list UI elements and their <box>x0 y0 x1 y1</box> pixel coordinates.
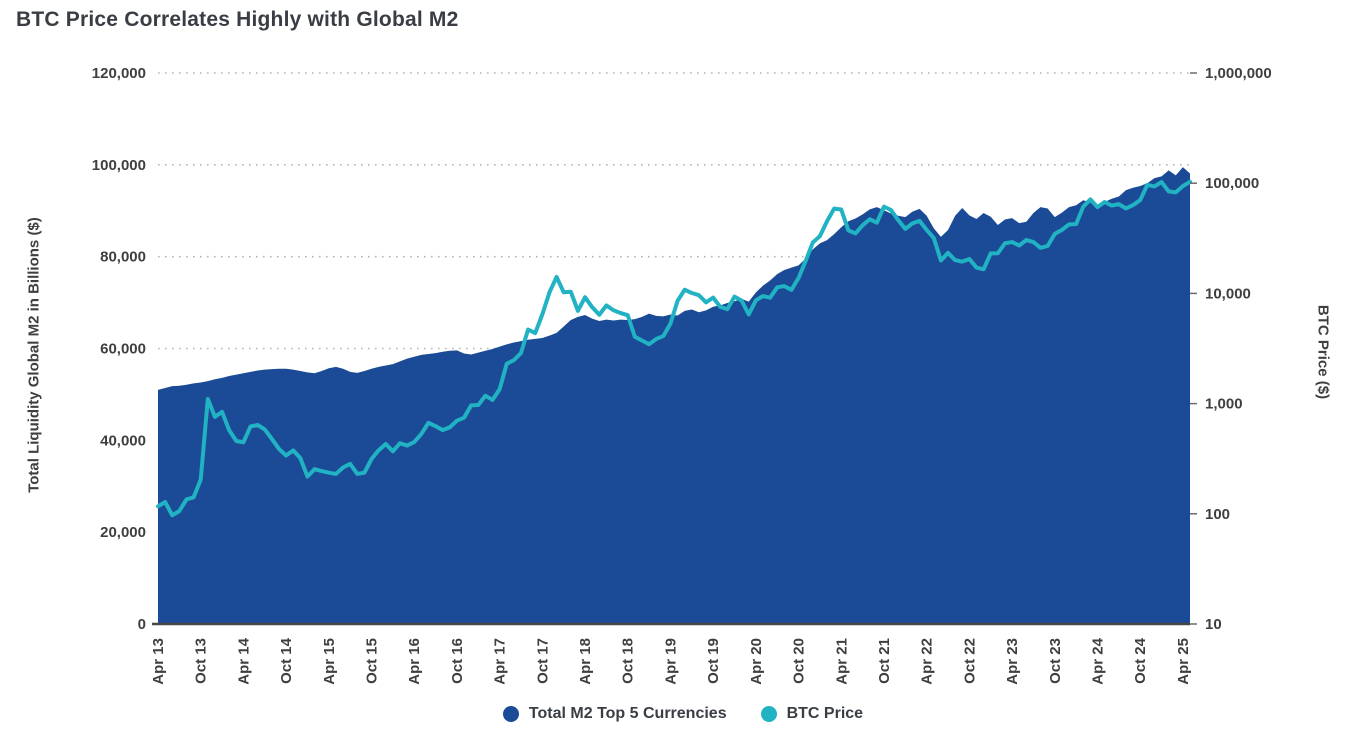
x-axis-tick-label: Oct 13 <box>193 638 210 684</box>
m2-series-swatch-icon <box>502 706 519 722</box>
x-axis-tick-label: Oct 21 <box>876 638 893 684</box>
x-axis-tick-label: Apr 17 <box>492 638 509 685</box>
chart-legend: Total M2 Top 5 Currencies BTC Price <box>0 705 1366 723</box>
x-axis-tick-label: Apr 25 <box>1175 638 1192 685</box>
right-axis-tick-label: 1,000 <box>1205 396 1243 413</box>
x-axis-tick-label: Apr 23 <box>1004 638 1021 685</box>
m2-area-series <box>158 167 1190 625</box>
x-axis-tick-label: Apr 14 <box>235 637 252 684</box>
left-axis-tick-label: 60,000 <box>100 341 146 358</box>
x-axis-tick-label: Oct 18 <box>620 638 637 684</box>
x-axis-tick-label: Apr 19 <box>662 638 679 685</box>
x-axis-tick-label: Oct 19 <box>705 638 722 684</box>
x-axis-tick-label: Apr 22 <box>919 638 936 685</box>
left-axis-tick-label: 0 <box>138 616 146 633</box>
legend-item-m2: Total M2 Top 5 Currencies <box>502 705 727 723</box>
left-axis-title: Total Liquidity Global M2 in Billions ($… <box>25 217 43 493</box>
x-axis-tick-label: Apr 13 <box>150 638 167 685</box>
x-axis-tick-label: Apr 15 <box>321 638 338 685</box>
left-axis-tick-label: 40,000 <box>100 432 146 449</box>
x-axis-tick-label: Oct 14 <box>278 637 295 684</box>
legend-label-m2: Total M2 Top 5 Currencies <box>528 705 727 722</box>
x-axis-tick-label: Apr 24 <box>1089 637 1106 684</box>
right-axis-tick-label: 100 <box>1205 506 1230 523</box>
right-axis-tick-label: 100,000 <box>1205 175 1259 192</box>
left-axis-tick-label: 20,000 <box>100 524 146 541</box>
right-axis-tick-label: 10 <box>1205 616 1222 633</box>
x-axis-tick-label: Apr 21 <box>833 638 850 685</box>
right-axis-title: BTC Price ($) <box>1314 304 1332 400</box>
legend-item-btc: BTC Price <box>760 705 864 723</box>
left-axis-tick-label: 120,000 <box>92 65 146 82</box>
x-axis-tick-label: Oct 20 <box>791 638 808 684</box>
btc-line-series <box>156 179 1192 518</box>
x-axis-tick-label: Oct 17 <box>534 638 551 684</box>
x-axis-tick-label: Apr 20 <box>748 638 765 685</box>
legend-label-btc: BTC Price <box>786 705 864 722</box>
x-axis-tick-label: Oct 15 <box>364 638 381 684</box>
x-axis-tick-label: Oct 16 <box>449 638 466 684</box>
x-axis-tick-label: Oct 23 <box>1047 638 1064 684</box>
x-axis-tick-label: Apr 16 <box>406 638 423 685</box>
btc-series-swatch-icon <box>760 706 777 722</box>
x-axis-tick-label: Apr 18 <box>577 638 594 685</box>
page-title: BTC Price Correlates Highly with Global … <box>16 8 459 31</box>
right-axis-tick-label: 1,000,000 <box>1205 65 1272 82</box>
right-axis-tick-label: 10,000 <box>1205 285 1251 302</box>
x-axis-tick-label: Oct 22 <box>961 638 978 684</box>
x-axis-tick-label: Oct 24 <box>1132 637 1149 684</box>
left-axis-tick-label: 100,000 <box>92 157 146 174</box>
left-axis-tick-label: 80,000 <box>100 249 146 266</box>
